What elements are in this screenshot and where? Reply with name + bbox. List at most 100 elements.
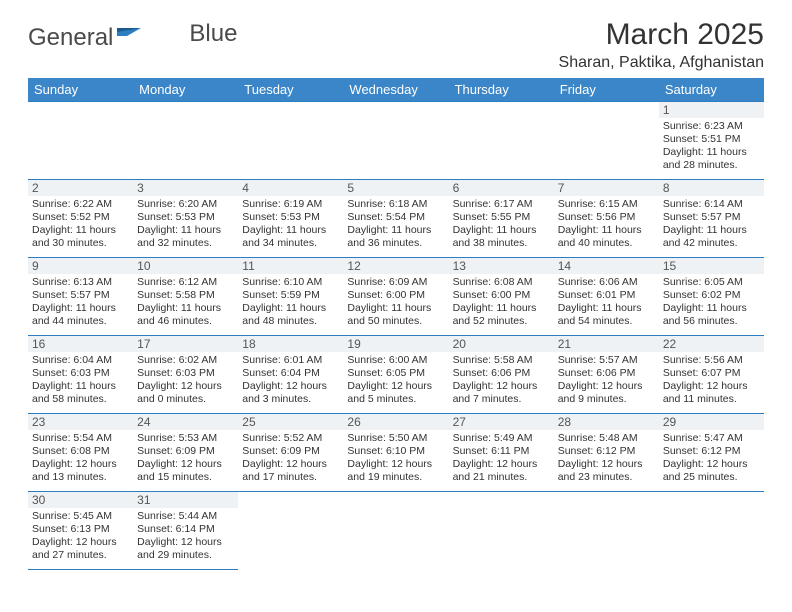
calendar-day-cell: 31 Sunrise: 5:44 AMSunset: 6:14 PMDayligh… (133, 492, 238, 570)
day-info-line: Sunset: 5:58 PM (137, 289, 234, 302)
weekday-header-row: Sunday Monday Tuesday Wednesday Thursday… (28, 78, 764, 102)
day-info-line: Daylight: 12 hours (453, 380, 550, 393)
day-info-line: Daylight: 12 hours (558, 458, 655, 471)
calendar-day-cell: 13Sunrise: 6:08 AMSunset: 6:00 PMDayligh… (449, 258, 554, 336)
day-info: Sunrise: 5:48 AMSunset: 6:12 PMDaylight:… (558, 432, 655, 485)
day-number: 22 (659, 336, 764, 352)
day-number: 24 (133, 414, 238, 430)
day-info-line: and 32 minutes. (137, 237, 234, 250)
location-label: Sharan, Paktika, Afghanistan (559, 54, 764, 72)
day-info-line: Sunset: 6:07 PM (663, 367, 760, 380)
day-info-line: Sunrise: 6:01 AM (242, 354, 339, 367)
day-number: 17 (133, 336, 238, 352)
day-info-line: Sunrise: 5:45 AM (32, 510, 129, 523)
day-info: Sunrise: 6:17 AMSunset: 5:55 PMDaylight:… (453, 198, 550, 251)
day-number: 11 (238, 258, 343, 274)
day-info-line: Sunset: 6:09 PM (137, 445, 234, 458)
day-info-line: Sunrise: 5:52 AM (242, 432, 339, 445)
day-info: Sunrise: 6:13 AMSunset: 5:57 PMDaylight:… (32, 276, 129, 329)
day-info-line: and 28 minutes. (663, 159, 760, 172)
day-info-line: Daylight: 11 hours (137, 224, 234, 237)
day-number: 19 (343, 336, 448, 352)
day-info-line: Daylight: 11 hours (242, 224, 339, 237)
logo-flag-icon (117, 26, 143, 51)
day-info-line: and 15 minutes. (137, 471, 234, 484)
day-info-line: Sunrise: 6:22 AM (32, 198, 129, 211)
day-info-line: and 19 minutes. (347, 471, 444, 484)
day-info-line: Sunrise: 5:50 AM (347, 432, 444, 445)
calendar-day-cell: 10 Sunrise: 6:12 AMSunset: 5:58 PMDayligh… (133, 258, 238, 336)
day-info: Sunrise: 6:09 AMSunset: 6:00 PMDaylight:… (347, 276, 444, 329)
day-info-line: Sunset: 6:12 PM (558, 445, 655, 458)
calendar-day-cell: 8Sunrise: 6:14 AMSunset: 5:57 PMDaylight… (659, 180, 764, 258)
day-info-line: Daylight: 11 hours (663, 146, 760, 159)
day-number: 4 (238, 180, 343, 196)
day-info-line: Sunset: 6:10 PM (347, 445, 444, 458)
day-info-line: and 42 minutes. (663, 237, 760, 250)
day-number: 14 (554, 258, 659, 274)
day-info: Sunrise: 5:44 AMSunset: 6:14 PMDaylight:… (137, 510, 234, 563)
day-info-line: Sunrise: 5:56 AM (663, 354, 760, 367)
day-info-line: Sunrise: 5:58 AM (453, 354, 550, 367)
calendar-day-cell (554, 102, 659, 180)
day-info: Sunrise: 6:20 AMSunset: 5:53 PMDaylight:… (137, 198, 234, 251)
day-info-line: Sunset: 6:14 PM (137, 523, 234, 536)
day-info-line: Sunset: 6:00 PM (453, 289, 550, 302)
day-number: 31 (133, 492, 238, 508)
day-info-line: Sunset: 6:08 PM (32, 445, 129, 458)
calendar-day-cell: 11Sunrise: 6:10 AMSunset: 5:59 PMDayligh… (238, 258, 343, 336)
calendar-week-row: 1Sunrise: 6:23 AMSunset: 5:51 PMDaylight… (28, 102, 764, 180)
day-info-line: Sunset: 6:12 PM (663, 445, 760, 458)
calendar-day-cell: 16Sunrise: 6:04 AMSunset: 6:03 PMDayligh… (28, 336, 133, 414)
day-info-line: Daylight: 12 hours (558, 380, 655, 393)
calendar-day-cell (449, 492, 554, 570)
day-number: 26 (343, 414, 448, 430)
day-info-line: Sunrise: 6:04 AM (32, 354, 129, 367)
day-number: 5 (343, 180, 448, 196)
day-info-line: and 52 minutes. (453, 315, 550, 328)
day-info-line: Daylight: 12 hours (137, 536, 234, 549)
page-header: General Blue March 2025 Sharan, Paktika,… (28, 18, 764, 72)
day-number: 25 (238, 414, 343, 430)
day-info-line: Sunset: 6:05 PM (347, 367, 444, 380)
calendar-day-cell: 21Sunrise: 5:57 AMSunset: 6:06 PMDayligh… (554, 336, 659, 414)
day-info-line: Sunrise: 5:57 AM (558, 354, 655, 367)
day-info-line: Sunrise: 6:23 AM (663, 120, 760, 133)
day-info-line: Sunrise: 6:05 AM (663, 276, 760, 289)
day-info-line: and 7 minutes. (453, 393, 550, 406)
day-number: 7 (554, 180, 659, 196)
day-info-line: Sunset: 6:06 PM (453, 367, 550, 380)
day-info-line: Sunrise: 5:49 AM (453, 432, 550, 445)
day-info-line: Daylight: 11 hours (347, 302, 444, 315)
calendar-day-cell (238, 492, 343, 570)
day-info-line: and 9 minutes. (558, 393, 655, 406)
day-info-line: and 36 minutes. (347, 237, 444, 250)
day-info-line: Sunset: 5:51 PM (663, 133, 760, 146)
calendar-day-cell (554, 492, 659, 570)
day-info: Sunrise: 5:52 AMSunset: 6:09 PMDaylight:… (242, 432, 339, 485)
day-info-line: Daylight: 11 hours (137, 302, 234, 315)
day-info-line: Sunset: 6:09 PM (242, 445, 339, 458)
day-info: Sunrise: 5:58 AMSunset: 6:06 PMDaylight:… (453, 354, 550, 407)
calendar-day-cell (659, 492, 764, 570)
brand-logo: General Blue (28, 24, 237, 52)
day-info: Sunrise: 6:08 AMSunset: 6:00 PMDaylight:… (453, 276, 550, 329)
calendar-day-cell (28, 102, 133, 180)
day-number: 10 (133, 258, 238, 274)
brand-name-b: Blue (189, 20, 237, 48)
calendar-day-cell: 6Sunrise: 6:17 AMSunset: 5:55 PMDaylight… (449, 180, 554, 258)
day-info-line: and 40 minutes. (558, 237, 655, 250)
weekday-header: Saturday (659, 78, 764, 102)
day-info-line: Daylight: 12 hours (137, 380, 234, 393)
calendar-day-cell: 18Sunrise: 6:01 AMSunset: 6:04 PMDayligh… (238, 336, 343, 414)
day-info-line: and 27 minutes. (32, 549, 129, 562)
day-info: Sunrise: 6:22 AMSunset: 5:52 PMDaylight:… (32, 198, 129, 251)
day-info-line: Sunset: 5:59 PM (242, 289, 339, 302)
calendar-day-cell: 1Sunrise: 6:23 AMSunset: 5:51 PMDaylight… (659, 102, 764, 180)
day-info-line: Sunrise: 5:44 AM (137, 510, 234, 523)
weekday-header: Sunday (28, 78, 133, 102)
day-info: Sunrise: 5:53 AMSunset: 6:09 PMDaylight:… (137, 432, 234, 485)
day-info: Sunrise: 5:54 AMSunset: 6:08 PMDaylight:… (32, 432, 129, 485)
weekday-header: Tuesday (238, 78, 343, 102)
day-info-line: Sunrise: 6:12 AM (137, 276, 234, 289)
